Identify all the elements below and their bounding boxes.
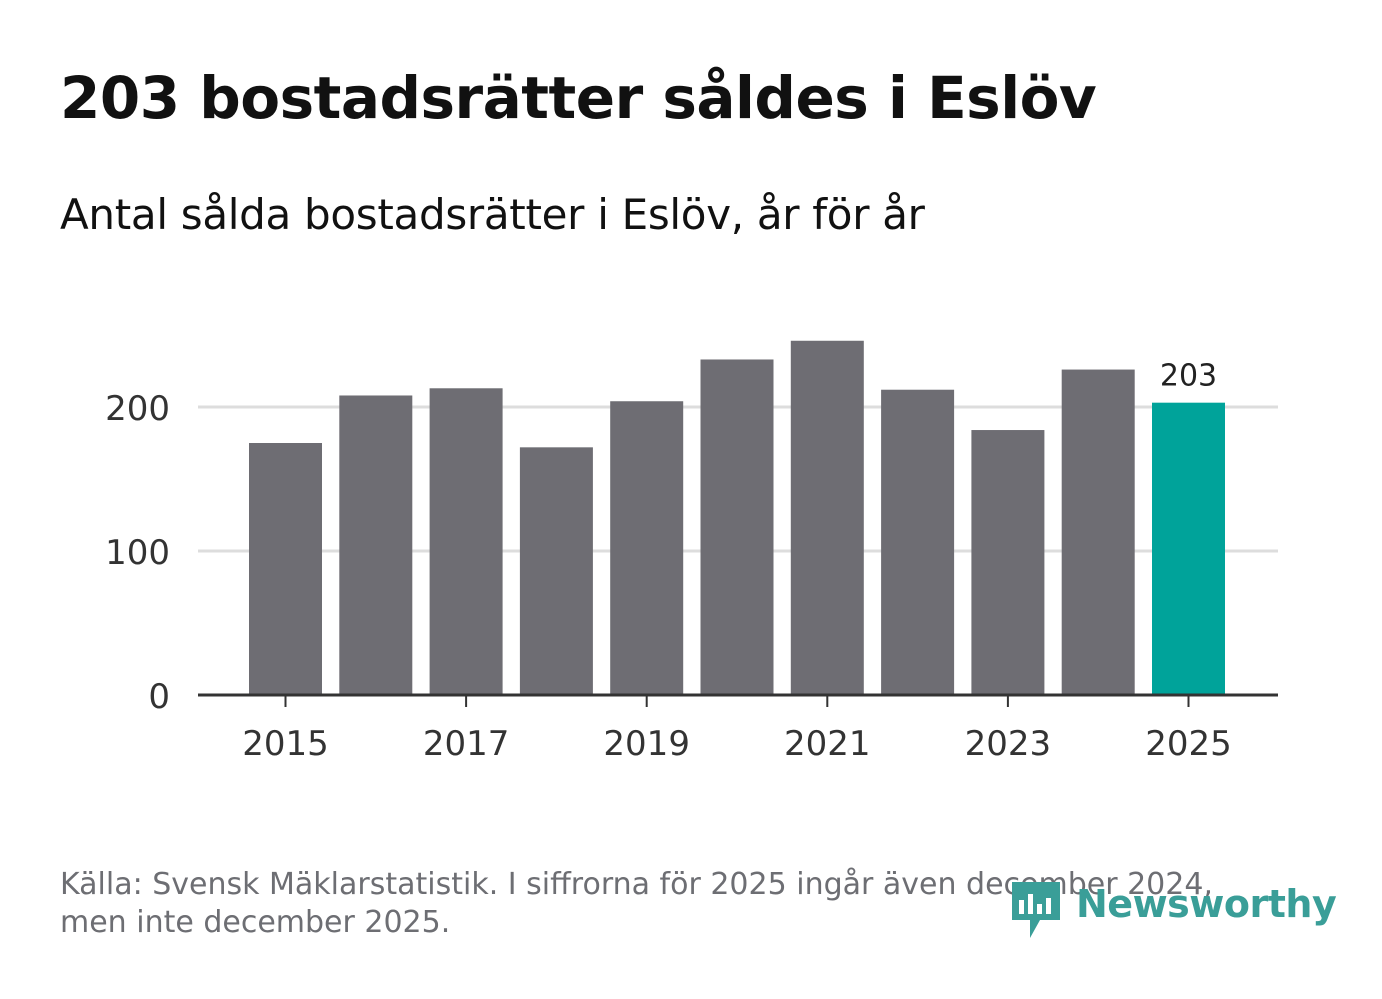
x-axis-ticks: 2015 2017 2019 2021 2023 2025 xyxy=(242,695,1232,764)
y-tick-label: 0 xyxy=(148,677,170,717)
x-tick-label: 2021 xyxy=(784,724,871,764)
chart-subtitle: Antal sålda bostadsrätter i Eslöv, år fö… xyxy=(60,190,925,239)
x-tick-label: 2017 xyxy=(423,724,510,764)
newsworthy-logo: Newsworthy xyxy=(1010,876,1337,942)
x-tick-label: 2025 xyxy=(1145,724,1232,764)
bar-2018 xyxy=(519,447,593,695)
data-labels: 203 xyxy=(1160,359,1217,394)
bar-2017 xyxy=(429,388,503,695)
bar-2025 xyxy=(1152,402,1225,695)
x-tick-label: 2023 xyxy=(965,724,1052,764)
bar-2021 xyxy=(790,340,864,695)
data-label: 203 xyxy=(1160,359,1217,394)
newsworthy-logo-icon xyxy=(1012,882,1060,938)
y-tick-label: 200 xyxy=(105,389,170,429)
chart-title: 203 bostadsrätter såldes i Eslöv xyxy=(60,64,1097,132)
y-axis-ticks: 0 100 200 xyxy=(105,389,170,717)
x-tick-label: 2019 xyxy=(603,724,690,764)
bar-2019 xyxy=(610,401,684,695)
x-tick-label: 2015 xyxy=(242,724,329,764)
bar-2020 xyxy=(700,359,774,695)
bars xyxy=(249,340,1225,695)
bar-2024 xyxy=(1061,369,1135,695)
y-tick-label: 100 xyxy=(105,533,170,573)
bar-2022 xyxy=(881,389,955,695)
bar-2023 xyxy=(971,430,1045,695)
bar-2016 xyxy=(339,395,413,695)
newsworthy-logo-text: Newsworthy xyxy=(1076,882,1337,926)
bar-2015 xyxy=(249,443,322,695)
